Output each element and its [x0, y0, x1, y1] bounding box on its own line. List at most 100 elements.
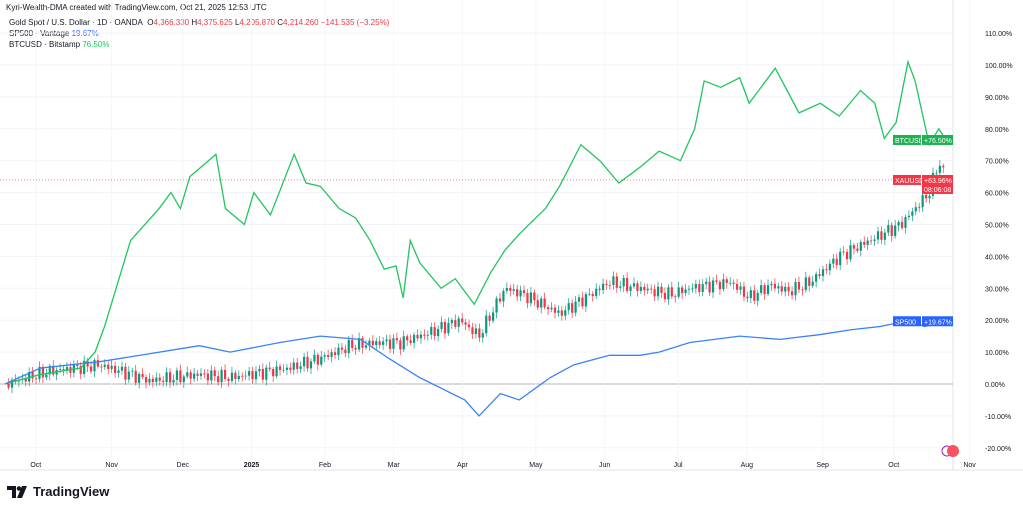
candle-body — [464, 322, 467, 325]
candle-body — [100, 366, 103, 368]
candle-body — [887, 225, 890, 233]
candle-body — [419, 334, 423, 339]
candle-body — [378, 341, 381, 345]
candle-body — [52, 365, 55, 375]
candle-body — [519, 290, 522, 297]
candle-body — [529, 292, 533, 304]
y-tick-label: 30.00% — [985, 286, 1009, 293]
candle-body — [818, 274, 821, 277]
y-tick-label: 110.00% — [985, 31, 1012, 38]
candle-body — [275, 366, 278, 377]
candle-body — [749, 290, 752, 299]
x-tick-label: Feb — [319, 462, 331, 469]
time-axis[interactable]: Oct Nov Dec 2025 Feb Mar Apr May Jun Jul Aug Sep Oct… — [30, 462, 976, 469]
candle-body — [96, 360, 100, 367]
candle-body — [629, 286, 632, 291]
candle-body — [550, 307, 553, 310]
candle-body — [320, 356, 323, 365]
candle-body — [485, 315, 488, 334]
candle-body — [753, 290, 756, 301]
price-axis[interactable]: 110.00% 100.00% 90.00% 80.00% 70.00% 60.00% 50… — [985, 31, 1013, 453]
candle-body — [103, 364, 106, 367]
candle-body — [784, 286, 787, 292]
candle-body — [162, 380, 165, 383]
candle-body — [361, 338, 364, 348]
candle-body — [430, 327, 433, 335]
candle-body — [62, 369, 65, 371]
candle-body — [588, 293, 591, 295]
candle-body — [316, 354, 319, 365]
candle-body — [567, 303, 570, 311]
y-tick-label: 0.00% — [985, 382, 1005, 389]
o-label: O — [147, 18, 154, 27]
legend-gold[interactable]: Gold Spot / U.S. Dollar · 1D · OANDA O4,… — [9, 17, 389, 28]
candle-body — [258, 368, 261, 372]
candle-body — [825, 269, 828, 271]
candle-body — [227, 379, 230, 381]
candle-body — [735, 284, 739, 290]
candle-body — [557, 310, 560, 313]
candle-body — [849, 245, 852, 260]
candle-body — [406, 336, 409, 341]
candle-body — [481, 333, 484, 338]
candle-body — [811, 281, 814, 286]
candle-body — [564, 310, 567, 316]
legend-btc[interactable]: BTCUSD · Bitstamp 76.50% — [9, 39, 389, 50]
candle-body — [461, 318, 464, 323]
xau-badge-label-bg — [893, 174, 921, 185]
candle-body — [663, 292, 667, 300]
candle-body — [265, 367, 268, 380]
candle-body — [412, 334, 416, 343]
candle-body — [351, 339, 354, 348]
candle-body — [512, 289, 515, 291]
candle-body — [382, 341, 385, 345]
candle-body — [866, 240, 869, 245]
l-label: L — [234, 18, 240, 27]
x-tick-label: Jun — [599, 462, 610, 469]
h-label: H — [191, 18, 198, 27]
candle-body — [732, 282, 735, 285]
candle-body — [223, 369, 227, 380]
candle-body — [402, 336, 405, 350]
tradingview-logo[interactable]: TradingView — [7, 484, 109, 499]
y-tick-label: -20.00% — [985, 446, 1011, 453]
y-tick-label: 20.00% — [985, 318, 1009, 325]
candle-body — [196, 373, 199, 376]
candle-body — [660, 286, 663, 293]
candle-body — [371, 340, 374, 346]
candle-body — [911, 211, 914, 216]
candle-body — [601, 283, 605, 291]
candle-body — [454, 320, 457, 327]
candle-body — [138, 373, 141, 383]
candle-body — [670, 287, 673, 297]
candle-body — [59, 369, 62, 370]
candle-body — [746, 296, 749, 299]
candle-body — [595, 288, 598, 297]
candle-body — [687, 288, 691, 290]
candle-body — [186, 372, 189, 377]
candle-body — [292, 362, 295, 370]
candle-body — [447, 323, 450, 334]
candle-body — [925, 194, 928, 199]
candle-body — [639, 287, 642, 291]
candle-body — [278, 366, 282, 370]
candle-body — [31, 371, 34, 379]
candle-body — [309, 361, 313, 369]
candle-body — [357, 338, 361, 350]
logo-text: TradingView — [33, 484, 110, 499]
candle-body — [399, 340, 402, 350]
candle-body — [230, 372, 234, 381]
candle-body — [498, 298, 502, 302]
candle-body — [337, 347, 340, 356]
low-value: 4,205.870 — [239, 18, 275, 27]
candle-body — [705, 281, 708, 285]
candle-body — [199, 373, 203, 376]
candle-body — [299, 366, 302, 369]
candle-body — [347, 339, 350, 354]
sp-badge-label-bg — [893, 316, 921, 327]
candle-body — [127, 371, 130, 380]
candle-body — [488, 315, 491, 321]
candle-body — [574, 301, 577, 313]
candle-body — [306, 356, 309, 369]
